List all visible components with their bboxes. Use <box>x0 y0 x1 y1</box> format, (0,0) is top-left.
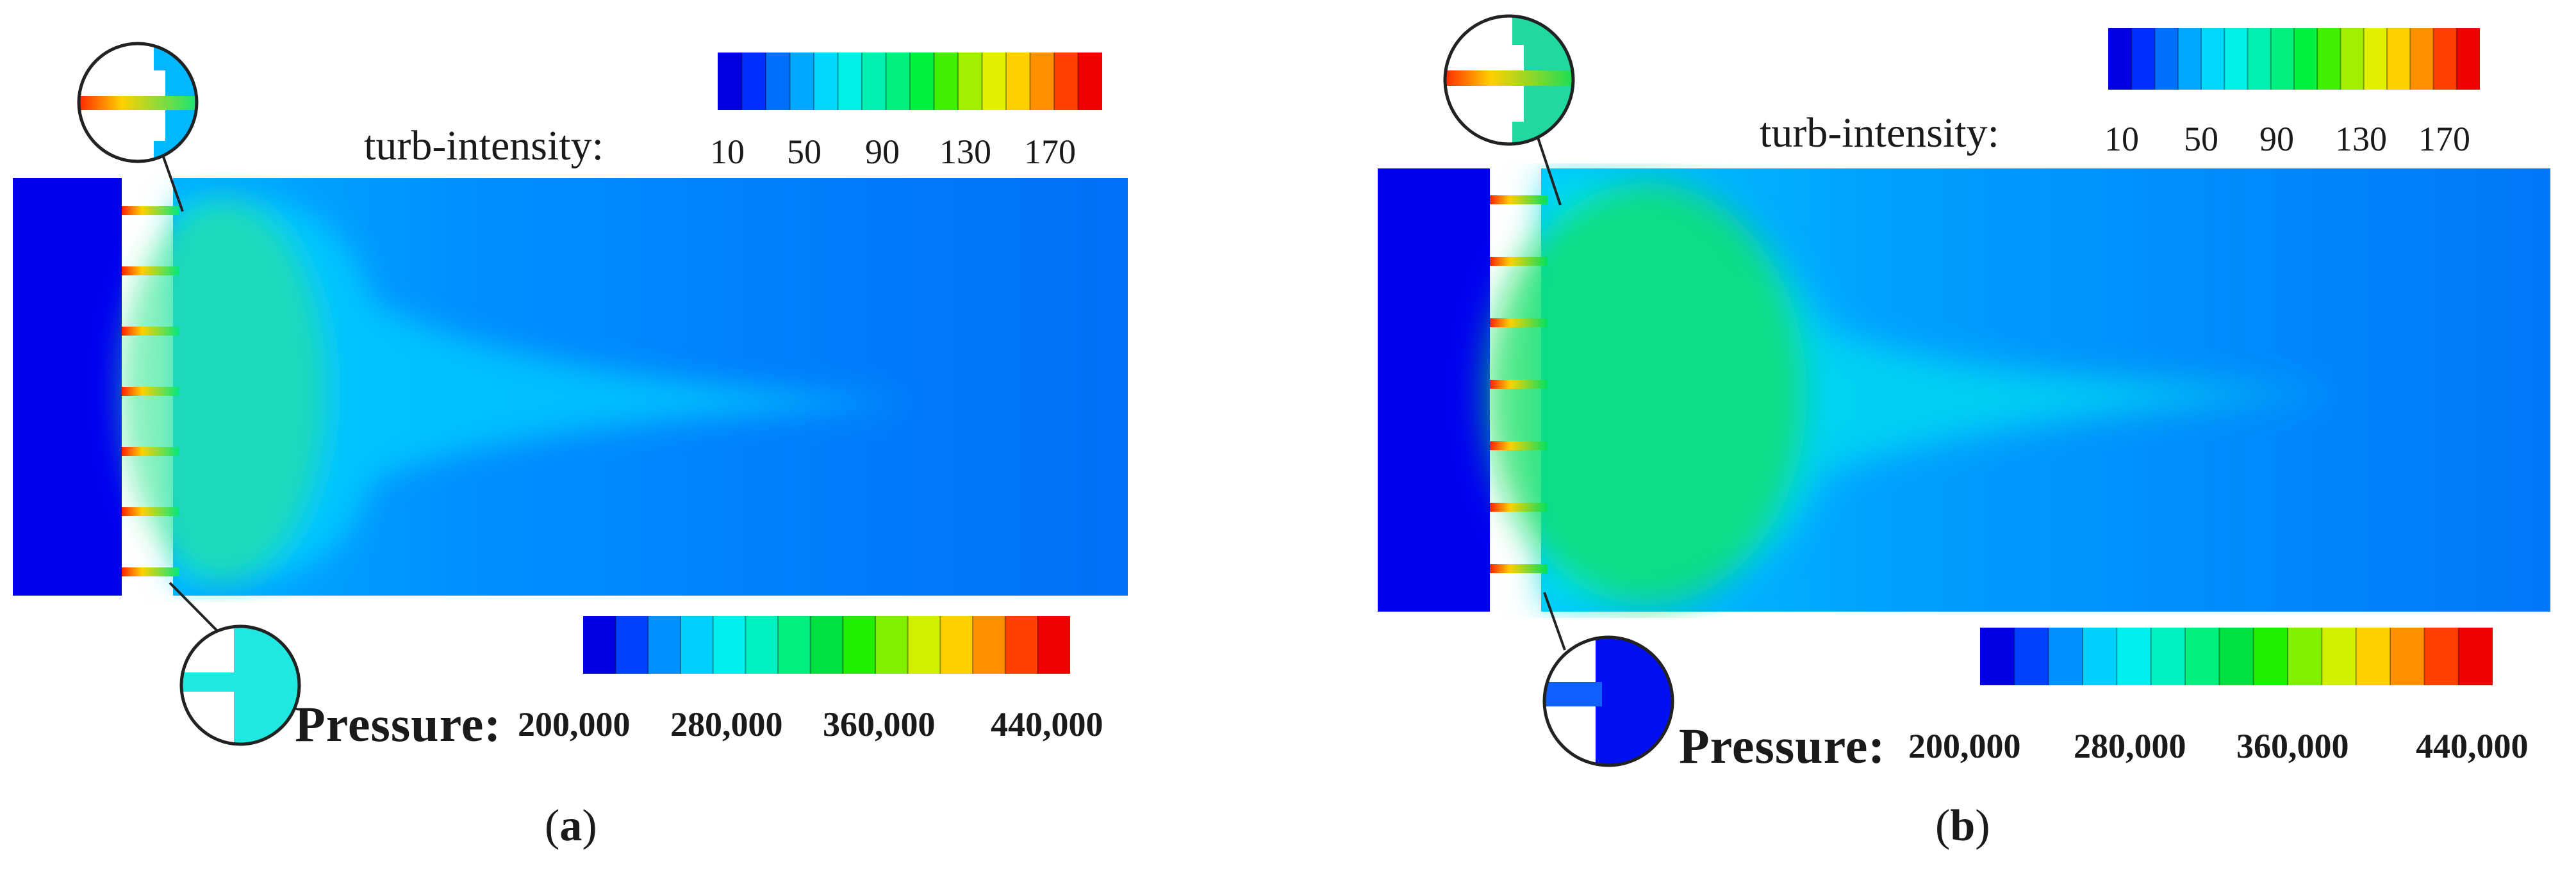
turb-colorbar-a-segment <box>789 53 814 110</box>
turb-colorbar-a-segment <box>1054 53 1078 110</box>
caption-b: (b) <box>1935 801 1990 851</box>
pressure-colorbar-a-segment <box>681 616 714 674</box>
turb-colorbar-b-segment <box>2317 28 2341 90</box>
turb-colorbar-a-segment <box>862 53 886 110</box>
turb-tick-a-2: 90 <box>865 133 900 171</box>
turb-tick-a-3: 130 <box>939 133 991 171</box>
pressure-colorbar-b-segment <box>2083 628 2117 685</box>
turb-colorbar-a-segment <box>910 53 934 110</box>
turb-tick-b-1: 50 <box>2184 120 2218 158</box>
pressure-colorbar-b-segment <box>2288 628 2322 685</box>
turb-colorbar-a-segment <box>1078 53 1102 110</box>
turb-colorbar-b-segment <box>2247 28 2272 90</box>
pressure-colorbar-a-segment <box>745 616 779 674</box>
pressure-colorbar-b <box>1980 628 2493 685</box>
pressure-colorbar-b-segment <box>1980 628 2015 685</box>
pressure-colorbar-b-segment <box>2390 628 2425 685</box>
turb-colorbar-a-segment <box>766 53 790 110</box>
turb-legend-title-a: turb-intensity: <box>364 122 604 169</box>
pressure-tick-a-1: 280,000 <box>670 705 783 744</box>
pressure-colorbar-b-segment <box>2458 628 2493 685</box>
pressure-tick-a-3: 440,000 <box>991 705 1103 744</box>
pressure-colorbar-a-segment <box>778 616 811 674</box>
pressure-tick-a-2: 360,000 <box>823 705 936 744</box>
turb-tick-b-2: 90 <box>2259 120 2294 158</box>
pressure-colorbar-a <box>583 616 1070 674</box>
turb-colorbar-b-segment <box>2224 28 2248 90</box>
zoom-inset-bottom-b <box>1542 592 1674 767</box>
flow-field-a <box>13 178 1128 596</box>
zoom-inset-bottom-a <box>169 582 301 746</box>
flow-field-b <box>1378 168 2550 612</box>
turb-legend-title-b: turb-intensity: <box>1760 110 1999 156</box>
turb-colorbar-b-segment <box>2363 28 2388 90</box>
pressure-colorbar-b-segment <box>2219 628 2254 685</box>
turb-tick-b-0: 10 <box>2104 120 2139 158</box>
jet-rows-b <box>1490 195 1548 573</box>
turb-colorbar-b-segment <box>2108 28 2132 90</box>
pressure-colorbar-b-segment <box>2424 628 2459 685</box>
turb-colorbar-a-segment <box>886 53 911 110</box>
turb-colorbar-a-segment <box>814 53 838 110</box>
turb-colorbar-b-segment <box>2154 28 2179 90</box>
turb-tick-a-0: 10 <box>710 133 745 171</box>
turb-colorbar-b-segment <box>2294 28 2318 90</box>
turb-colorbar-b-segment <box>2201 28 2225 90</box>
pressure-colorbar-a-segment <box>810 616 843 674</box>
pressure-colorbar-a-segment <box>713 616 746 674</box>
pressure-tick-b-0: 200,000 <box>1908 727 2021 765</box>
pressure-colorbar-a-segment <box>940 616 973 674</box>
turb-colorbar-b-segment <box>2270 28 2295 90</box>
pressure-tick-b-2: 360,000 <box>2236 727 2349 765</box>
turb-colorbar-a-segment <box>982 53 1007 110</box>
turb-colorbar-a-segment <box>958 53 982 110</box>
turb-colorbar-b-segment <box>2433 28 2457 90</box>
turb-colorbar-b-segment <box>2131 28 2155 90</box>
turb-tick-a-1: 50 <box>787 133 822 171</box>
pressure-colorbar-b-segment <box>2048 628 2083 685</box>
turb-colorbar-a-segment <box>1006 53 1030 110</box>
pressure-legend-title-a: Pressure: <box>295 696 502 752</box>
turb-colorbar-b-segment <box>2456 28 2480 90</box>
pressure-colorbar-a-segment <box>843 616 876 674</box>
pressure-tick-a-0: 200,000 <box>518 705 631 744</box>
turb-tick-a-4: 170 <box>1024 133 1076 171</box>
pressure-colorbar-a-segment <box>875 616 909 674</box>
turb-colorbar-a <box>718 53 1102 110</box>
pressure-colorbar-b-segment <box>2253 628 2288 685</box>
zoom-inset-top-a <box>77 42 199 212</box>
pressure-colorbar-a-segment <box>583 616 616 674</box>
pressure-colorbar-b-segment <box>2014 628 2049 685</box>
pressure-tick-b-3: 440,000 <box>2416 727 2529 765</box>
turb-tick-b-3: 130 <box>2335 120 2387 158</box>
turb-colorbar-a-segment <box>718 53 742 110</box>
pressure-colorbar-a-segment <box>973 616 1006 674</box>
turb-colorbar-b <box>2108 28 2480 90</box>
turb-colorbar-a-segment <box>934 53 959 110</box>
pressure-colorbar-b-segment <box>2117 628 2152 685</box>
pressure-colorbar-b-segment <box>2322 628 2357 685</box>
pressure-colorbar-a-segment <box>1037 616 1070 674</box>
pressure-colorbar-b-segment <box>2151 628 2186 685</box>
turb-colorbar-a-segment <box>741 53 766 110</box>
jet-rows-a <box>122 206 179 576</box>
pressure-tick-b-1: 280,000 <box>2074 727 2186 765</box>
turb-colorbar-b-segment <box>2177 28 2202 90</box>
turb-colorbar-b-segment <box>2410 28 2434 90</box>
pressure-colorbar-a-segment <box>1005 616 1038 674</box>
pressure-colorbar-b-segment <box>2356 628 2391 685</box>
turb-colorbar-b-segment <box>2387 28 2411 90</box>
pressure-colorbar-a-segment <box>615 616 648 674</box>
turb-tick-b-4: 170 <box>2418 120 2470 158</box>
turb-colorbar-a-segment <box>838 53 863 110</box>
turb-colorbar-a-segment <box>1030 53 1055 110</box>
pressure-legend-title-b: Pressure: <box>1679 718 1886 774</box>
zoom-inset-top-b <box>1443 14 1575 206</box>
pressure-colorbar-a-segment <box>907 616 941 674</box>
pressure-colorbar-b-segment <box>2185 628 2220 685</box>
caption-a: (a) <box>545 801 597 851</box>
pressure-colorbar-a-segment <box>648 616 681 674</box>
turb-colorbar-b-segment <box>2340 28 2365 90</box>
